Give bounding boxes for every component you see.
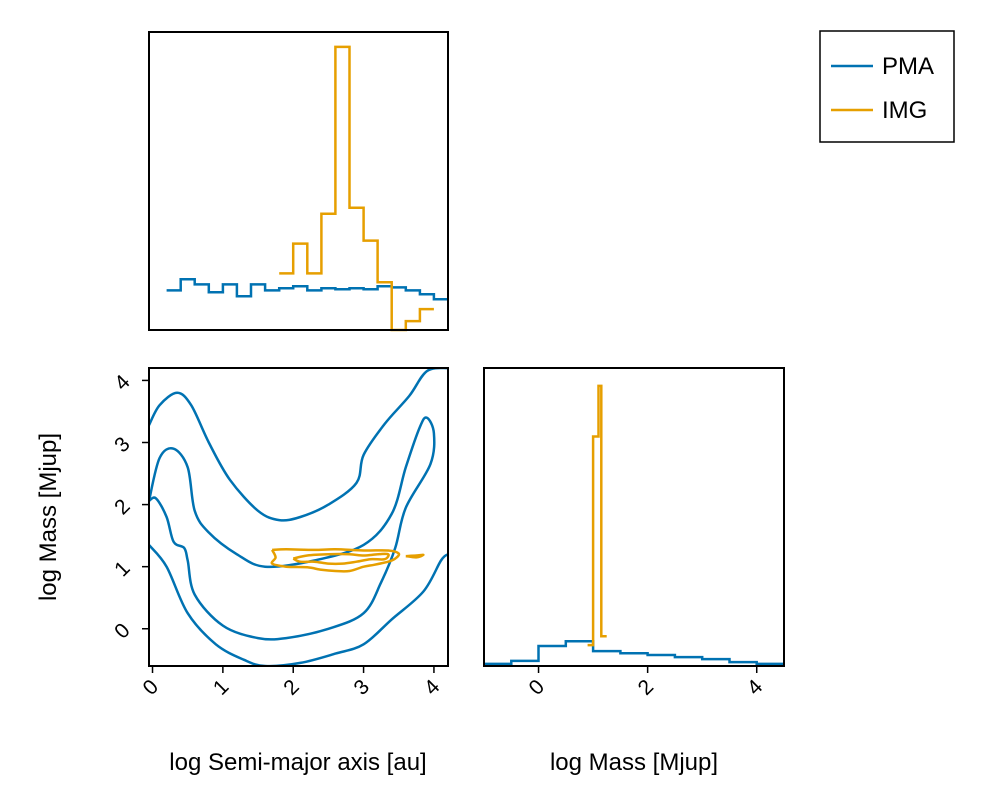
panel-top-left-histogram: [148, 31, 449, 332]
contour-pma-level-3: [149, 544, 448, 666]
legend: PMA IMG: [819, 30, 955, 143]
panel-bottom-right-histogram: 0 2 4 log Mass [Mjup]: [483, 367, 785, 776]
mass-histogram-x-tick-label: 2: [634, 675, 659, 700]
contour-frame: [148, 367, 449, 667]
panel-bottom-left-contour: 0 1 2 3 4 0 1 2 3 4 log Semi-major axis [au] log…: [35, 367, 449, 776]
contour-x-tick-label: 2: [279, 675, 304, 700]
contour-pma-level-2: [149, 416, 436, 641]
contour-y-tick-label: 2: [110, 495, 135, 520]
mass-histogram-x-axis-label: log Mass [Mjup]: [550, 749, 718, 776]
contour-y-axis-label: log Mass [Mjup]: [35, 433, 62, 601]
top-histogram-pma-step-line: [166, 278, 448, 301]
contour-img-level-3: [405, 553, 425, 559]
mass-histogram-frame: [483, 367, 785, 667]
mass-histogram-pma-step-line: [484, 640, 784, 666]
contour-x-tick-label: 0: [139, 675, 164, 700]
contour-y-tick-label: 3: [110, 433, 135, 458]
mass-histogram-x-tick-label: 4: [743, 675, 768, 700]
top-histogram-img-step-line: [279, 45, 434, 332]
legend-box: [819, 30, 955, 143]
contour-x-tick-label: 3: [350, 675, 375, 700]
contour-plot-area: [149, 368, 448, 666]
mass-histogram-img-step-line: [587, 384, 607, 647]
contour-x-axis-label: log Semi-major axis [au]: [169, 749, 426, 776]
mass-histogram-x-tick-label: 0: [525, 675, 550, 700]
contour-pma-level-1: [149, 368, 448, 522]
legend-label-pma: PMA: [882, 53, 934, 80]
mass-histogram-plot-area: [484, 384, 784, 666]
contour-y-tick-label: 0: [110, 619, 135, 644]
contour-img-level-2: [292, 552, 390, 566]
contour-y-tick-label: 1: [110, 557, 135, 582]
top-histogram-plot-area: [166, 45, 448, 332]
contour-y-tick-label: 4: [110, 370, 135, 395]
mass-histogram-x-ticks: 0 2 4: [525, 666, 768, 700]
contour-x-ticks: 0 1 2 3 4: [139, 666, 445, 700]
legend-label-img: IMG: [882, 97, 927, 124]
top-histogram-frame: [148, 31, 449, 331]
contour-x-tick-label: 4: [420, 675, 445, 700]
contour-img-level-1: [270, 548, 401, 573]
contour-y-ticks: 0 1 2 3 4: [110, 370, 149, 643]
contour-x-tick-label: 1: [209, 675, 234, 700]
